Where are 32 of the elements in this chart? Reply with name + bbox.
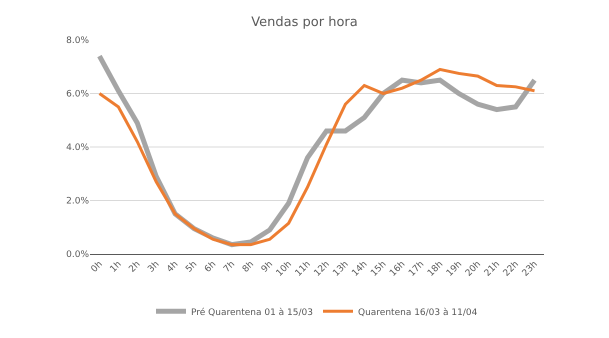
x-tick-label: 20h [464, 260, 484, 279]
x-tick-label: 18h [426, 260, 446, 279]
x-tick-label: 3h [146, 260, 162, 275]
x-tick-label: 14h [350, 260, 370, 279]
y-tick-label: 0.0% [66, 250, 90, 260]
x-tick-label: 10h [274, 260, 294, 279]
x-tick-label: 16h [388, 260, 408, 279]
x-tick-label: 4h [165, 260, 180, 275]
x-tick-label: 15h [369, 260, 389, 279]
x-tick-label: 2h [127, 260, 143, 275]
y-tick-label: 6.0% [66, 90, 90, 100]
x-tick-label: 1h [108, 260, 124, 275]
x-tick-label: 0h [90, 260, 105, 275]
chart-title: Vendas por hora [251, 15, 358, 30]
x-tick-label: 13h [331, 260, 351, 279]
legend-label: Quarentena 16/03 à 11/04 [358, 306, 478, 318]
x-tick-label: 23h [520, 260, 540, 279]
x-tick-label: 12h [312, 260, 332, 279]
x-tick-label: 9h [260, 260, 276, 275]
x-tick-label: 5h [184, 260, 200, 275]
x-tick-label: 19h [444, 260, 464, 279]
x-tick-label: 21h [482, 260, 502, 279]
x-tick-label: 11h [294, 260, 313, 279]
x-tick-label: 8h [240, 260, 256, 275]
x-tick-label: 22h [502, 260, 521, 279]
y-tick-label: 8.0% [66, 36, 90, 46]
y-tick-label: 2.0% [66, 196, 90, 207]
x-tick-label: 7h [222, 260, 238, 275]
x-tick-label: 17h [407, 260, 426, 279]
x-tick-label: 6h [203, 260, 218, 275]
legend-label: Pré Quarentena 01 à 15/03 [191, 306, 313, 318]
y-tick-label: 4.0% [66, 143, 90, 154]
